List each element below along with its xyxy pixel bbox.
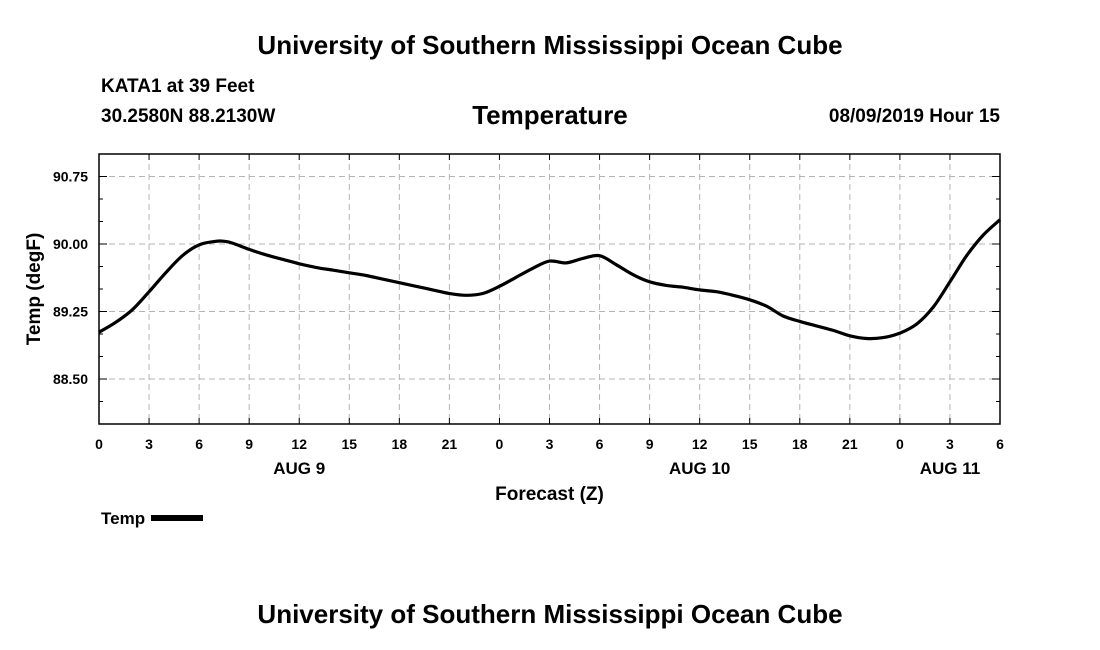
y-tick-label: 88.50 — [53, 371, 88, 387]
x-tick-label: 12 — [692, 436, 708, 452]
y-tick-label: 90.75 — [53, 169, 88, 185]
x-tick-label: 9 — [245, 436, 253, 452]
top-title: University of Southern Mississippi Ocean… — [257, 30, 843, 60]
station-label: KATA1 at 39 Feet — [101, 76, 255, 97]
x-tick-label: 21 — [442, 436, 458, 452]
x-tick-label: 21 — [842, 436, 858, 452]
bottom-title: University of Southern Mississippi Ocean… — [257, 599, 843, 629]
x-tick-label: 3 — [145, 436, 153, 452]
date-label: AUG 10 — [669, 459, 730, 478]
x-tick-label: 6 — [596, 436, 604, 452]
x-tick-label: 15 — [341, 436, 357, 452]
x-tick-label: 15 — [742, 436, 758, 452]
x-axis-title: Forecast (Z) — [495, 484, 604, 505]
x-tick-label: 3 — [546, 436, 554, 452]
y-tick-label: 90.00 — [53, 236, 88, 252]
date-label: AUG 11 — [920, 459, 980, 478]
x-tick-label: 0 — [896, 436, 904, 452]
x-tick-label: 0 — [496, 436, 504, 452]
legend: Temp — [101, 509, 204, 529]
series-layer — [98, 218, 1002, 341]
y-axis-title: Temp (degF) — [24, 233, 45, 346]
plot-frame — [98, 153, 1001, 425]
x-tick-label: 6 — [996, 436, 1004, 452]
y-axis: 88.50 89.25 90.00 90.75 — [53, 169, 1000, 387]
x-tick-label: 9 — [646, 436, 654, 452]
x-tick-label: 18 — [392, 436, 408, 452]
x-tick-label: 12 — [291, 436, 307, 452]
legend-label: Temp — [101, 509, 146, 528]
forecast-datetime: 08/09/2019 Hour 15 — [828, 106, 1000, 127]
x-axis: 0 3 6 9 12 15 18 21 0 3 6 9 12 15 18 21 0 3 6 AUG 9 AUG 10 AU… — [95, 154, 1004, 478]
x-tick-label: 6 — [195, 436, 203, 452]
x-tick-label: 0 — [95, 436, 103, 452]
series-line-temp — [98, 218, 1002, 341]
x-tick-label: 18 — [792, 436, 808, 452]
y-tick-label: 89.25 — [53, 304, 88, 320]
date-label: AUG 9 — [273, 459, 325, 478]
legend-line-swatch — [151, 514, 204, 521]
chart-title: Temperature — [472, 100, 628, 130]
grid — [99, 154, 1000, 424]
station-coordinates: 30.2580N 88.2130W — [101, 106, 276, 127]
x-tick-label: 3 — [946, 436, 954, 452]
